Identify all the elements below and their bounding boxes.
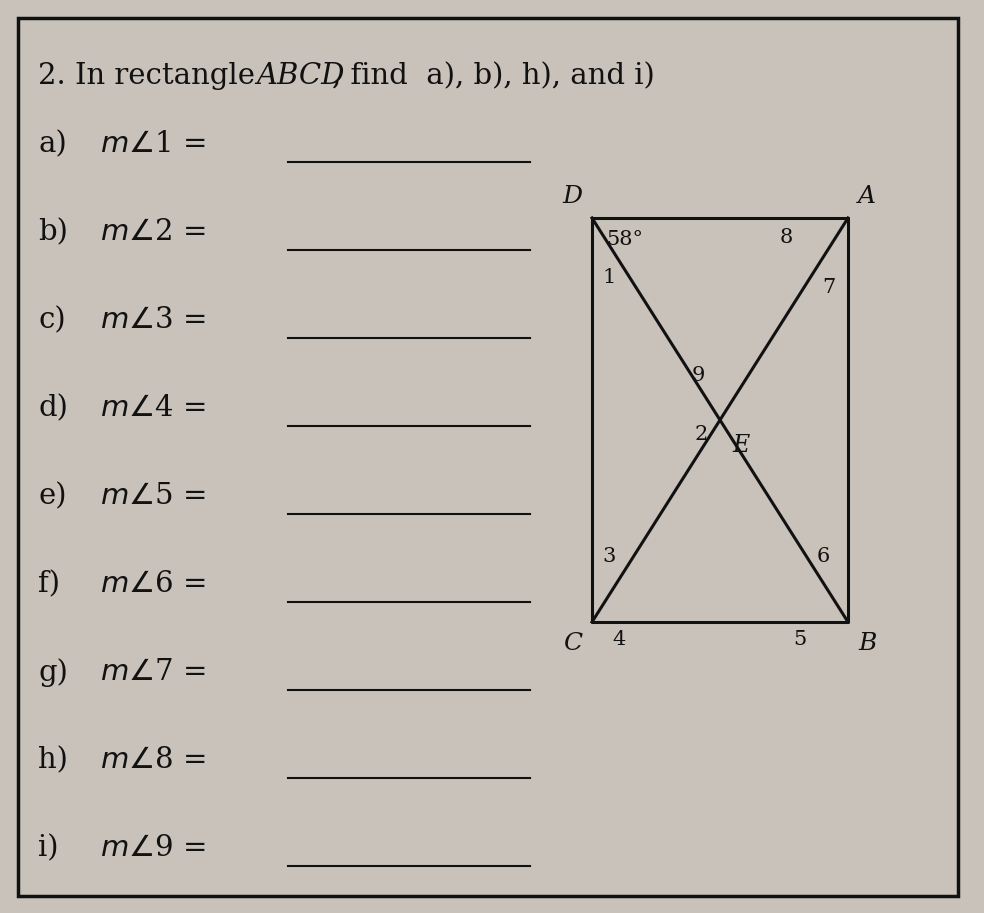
Text: $m\angle$1 =: $m\angle$1 = xyxy=(100,130,206,158)
Text: ABCD: ABCD xyxy=(256,62,344,90)
Text: $m\angle$5 =: $m\angle$5 = xyxy=(100,482,206,510)
Text: i): i) xyxy=(38,834,58,862)
Text: 7: 7 xyxy=(823,278,836,297)
Text: , find  a), b), h), and i): , find a), b), h), and i) xyxy=(332,62,654,90)
Text: h): h) xyxy=(38,746,68,774)
Text: 58°: 58° xyxy=(606,230,643,249)
Text: 4: 4 xyxy=(612,630,625,649)
Text: 3: 3 xyxy=(602,547,615,566)
Text: A: A xyxy=(858,185,876,208)
Text: E: E xyxy=(732,434,749,457)
Text: 9: 9 xyxy=(692,366,705,385)
Text: $m\angle$4 =: $m\angle$4 = xyxy=(100,394,206,422)
Text: 6: 6 xyxy=(817,547,830,566)
Text: $m\angle$8 =: $m\angle$8 = xyxy=(100,746,206,774)
Text: D: D xyxy=(562,185,582,208)
Text: c): c) xyxy=(38,306,66,334)
Text: $m\angle$3 =: $m\angle$3 = xyxy=(100,306,206,334)
Text: 8: 8 xyxy=(779,228,793,247)
Text: $m\angle$7 =: $m\angle$7 = xyxy=(100,658,206,686)
Text: 2. In rectangle: 2. In rectangle xyxy=(38,62,265,90)
Text: d): d) xyxy=(38,394,68,422)
Text: e): e) xyxy=(38,482,67,510)
Text: f): f) xyxy=(38,570,60,598)
Text: $m\angle$6 =: $m\angle$6 = xyxy=(100,570,206,598)
Text: $m\angle$9 =: $m\angle$9 = xyxy=(100,834,206,862)
Text: b): b) xyxy=(38,218,68,246)
Text: g): g) xyxy=(38,658,68,687)
Text: $m\angle$2 =: $m\angle$2 = xyxy=(100,218,206,246)
Text: a): a) xyxy=(38,130,67,158)
Text: 5: 5 xyxy=(793,630,806,649)
Text: 2: 2 xyxy=(695,425,708,444)
Text: B: B xyxy=(858,632,877,655)
Text: C: C xyxy=(563,632,582,655)
Text: 1: 1 xyxy=(602,268,615,287)
